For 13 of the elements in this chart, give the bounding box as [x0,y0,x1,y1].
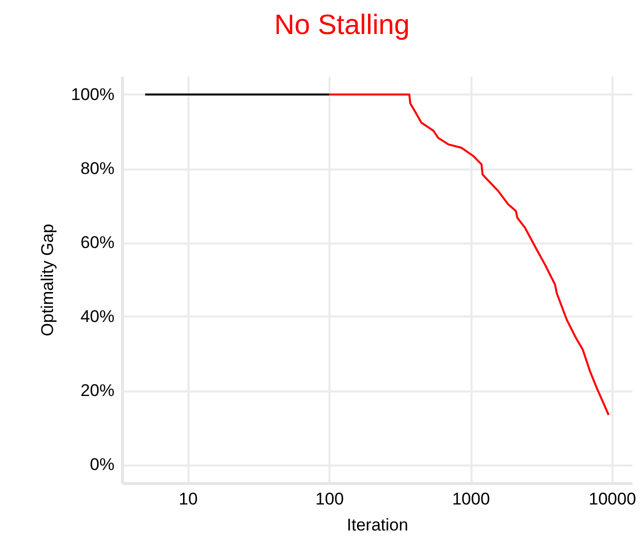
x-tick-label: 1000 [452,490,490,508]
x-tick-label: 10 [178,490,198,508]
y-tick-label: 80% [80,159,114,178]
y-tick-label: 0% [90,455,114,474]
chart-title: No Stalling [274,9,410,40]
y-tick-label: 60% [80,233,114,252]
x-tick-label: 100 [315,490,344,508]
y-tick-label: 40% [80,307,114,326]
y-tick-label: 100% [71,85,114,104]
y-tick-label: 20% [80,381,114,400]
y-axis-title: Optimality Gap [38,224,58,336]
x-tick-label: 10000 [588,490,636,508]
x-axis-title: Iteration [346,516,408,534]
